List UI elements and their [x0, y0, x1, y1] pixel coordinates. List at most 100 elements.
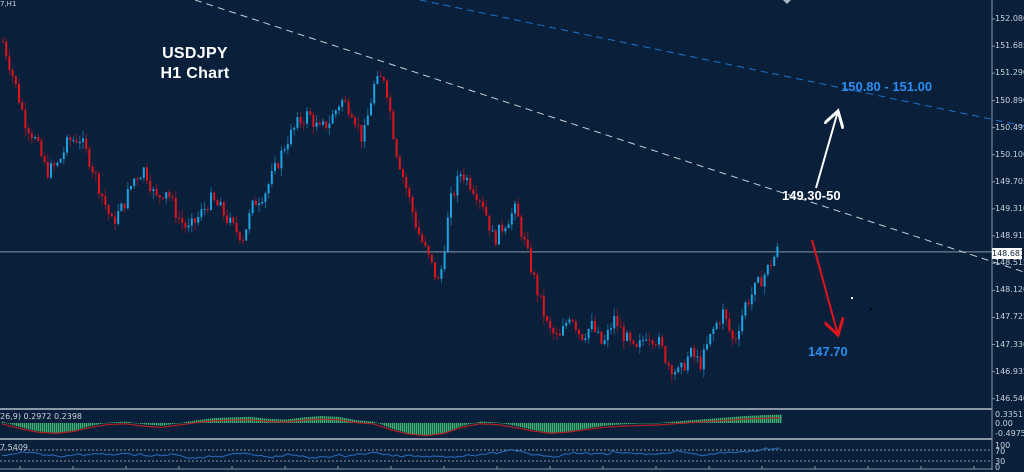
candle-body [75, 140, 78, 143]
candle-body [696, 356, 699, 358]
candle-body [331, 114, 334, 124]
candle-body [101, 193, 104, 197]
candle-body [382, 77, 385, 81]
macd-histogram-bar [30, 423, 32, 430]
macd-histogram-bar [278, 419, 280, 423]
candle-body [558, 333, 561, 336]
candle-body [219, 202, 222, 206]
macd-histogram-bar [576, 423, 578, 431]
candle-body [462, 174, 465, 181]
macd-histogram-bar [478, 421, 480, 423]
macd-histogram-bar [400, 423, 402, 432]
macd-histogram-bar [434, 423, 436, 435]
macd-histogram-bar [600, 423, 602, 427]
macd-histogram-bar [756, 415, 758, 423]
macd-histogram-bar [20, 423, 22, 428]
macd-histogram-bar [96, 423, 98, 425]
macd-histogram-bar [64, 423, 66, 432]
macd-histogram-bar [388, 423, 390, 428]
macd-histogram-bar [454, 423, 456, 429]
macd-histogram-bar [642, 423, 644, 424]
candle-body [526, 239, 529, 249]
candle-body [603, 340, 606, 345]
macd-histogram-bar [194, 420, 196, 423]
macd-histogram-bar [164, 423, 166, 426]
candle-body [430, 254, 433, 263]
candle-body [40, 140, 43, 157]
candle-body [645, 339, 648, 341]
macd-histogram-bar [76, 423, 78, 430]
macd-histogram-bar [154, 423, 156, 426]
candle-body [139, 177, 142, 180]
macd-histogram-bar [136, 423, 138, 424]
candle-body [773, 256, 776, 266]
macd-histogram-bar [778, 414, 780, 423]
candle-body [690, 347, 692, 357]
candle-body [485, 206, 488, 216]
candle-body [206, 208, 209, 210]
candle-body [766, 264, 769, 275]
macd-histogram-bar [700, 419, 702, 423]
candle-body [328, 123, 331, 129]
macd-histogram-bar [50, 423, 52, 433]
macd-histogram-bar [126, 421, 128, 423]
macd-histogram-bar [650, 423, 652, 424]
candle-body [274, 163, 276, 172]
macd-histogram-bar [142, 423, 144, 425]
macd-axis-max: 0.3351 [995, 410, 1023, 419]
macd-histogram-bar [530, 423, 532, 430]
candle-body [325, 121, 328, 129]
macd-histogram-bar [586, 423, 588, 429]
macd-histogram-bar [276, 419, 278, 423]
macd-histogram-bar [632, 423, 634, 424]
candle-body [114, 216, 116, 224]
candle-body [606, 329, 609, 341]
candle-body [5, 41, 8, 57]
macd-histogram-bar [780, 414, 782, 423]
macd-histogram-bar [58, 423, 60, 433]
pivot-label: 149.30-50 [782, 188, 841, 203]
candle-body [181, 218, 184, 223]
candle-body [350, 114, 353, 118]
macd-histogram-bar [452, 423, 454, 430]
candle-body [648, 339, 651, 341]
macd-histogram-bar [528, 423, 530, 429]
macd-histogram-bar [180, 422, 182, 424]
macd-histogram-bar [100, 423, 102, 424]
candle-body [8, 56, 11, 71]
candle-body [629, 332, 632, 341]
candle-body [546, 316, 548, 321]
macd-histogram-bar [696, 419, 698, 423]
candle-body [366, 115, 369, 126]
macd-histogram-bar [768, 414, 770, 423]
macd-histogram-bar [504, 423, 506, 424]
candle-body [142, 167, 145, 178]
price-tick: 151.685 [995, 41, 1024, 51]
macd-histogram-bar [592, 423, 594, 428]
candle-body [494, 230, 497, 245]
price-tick: 150.495 [995, 122, 1024, 132]
macd-histogram-bar [422, 423, 424, 436]
macd-histogram-bar [428, 423, 430, 436]
macd-histogram-bar [396, 423, 398, 431]
macd-histogram-bar [360, 420, 362, 423]
candle-body [66, 137, 68, 153]
macd-histogram-bar [612, 423, 614, 426]
macd-histogram-bar [158, 423, 160, 426]
macd-histogram-bar [440, 423, 442, 434]
macd-histogram-bar [70, 423, 72, 432]
macd-histogram-bar [98, 423, 100, 425]
macd-histogram-bar [18, 423, 20, 427]
macd-histogram-bar [6, 422, 8, 424]
candle-body [254, 200, 257, 206]
down-arrow [811, 239, 838, 335]
candle-body [757, 277, 760, 283]
macd-histogram-bar [406, 423, 408, 433]
macd-histogram-bar [124, 421, 126, 423]
candle-body [571, 319, 574, 322]
candle-body [152, 189, 155, 192]
candle-body [59, 158, 62, 163]
candle-body [334, 110, 337, 115]
macd-histogram-bar [60, 423, 62, 433]
